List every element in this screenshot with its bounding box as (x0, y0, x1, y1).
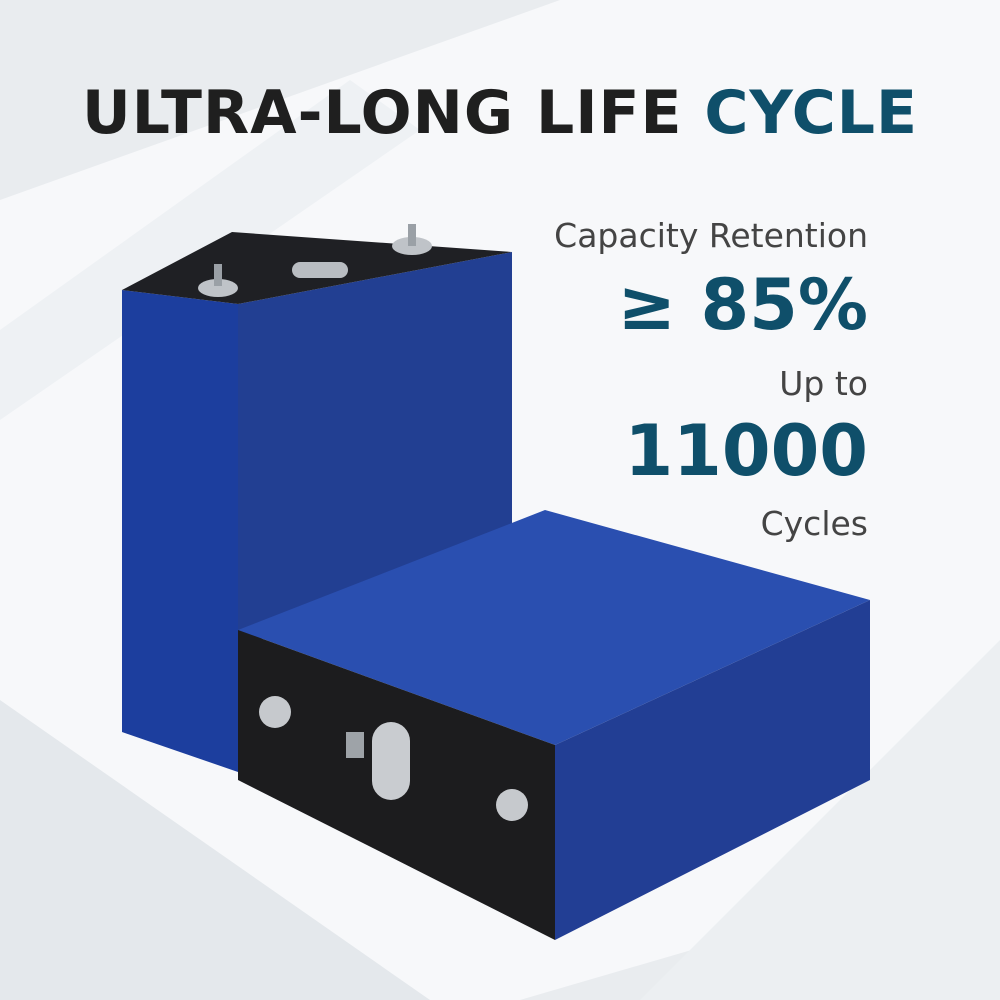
cycles-suffix: Cycles (760, 504, 868, 543)
terminal-icon (496, 789, 528, 821)
vent-icon (292, 262, 348, 278)
retention-label: Capacity Retention (554, 216, 868, 255)
terminal-bolt-icon (408, 224, 416, 246)
terminal-icon (198, 279, 238, 297)
tall-battery-cell (122, 224, 512, 772)
tall-battery-left-side (122, 290, 238, 772)
cycles-value: 11000 (624, 410, 868, 492)
retention-value: ≥ 85% (617, 264, 868, 346)
cycles-prefix: Up to (779, 364, 868, 403)
background-light-panel (0, 700, 430, 1000)
title-accent: CYCLE (704, 78, 918, 148)
page-title: ULTRA-LONG LIFE CYCLE (0, 78, 1000, 148)
terminal-bolt-icon (214, 264, 222, 286)
flat-battery-right-side (555, 600, 870, 940)
tall-battery-front (238, 252, 512, 640)
flat-battery-cell (238, 510, 870, 940)
terminal-icon (259, 696, 291, 728)
vent-icon (372, 722, 410, 800)
qr-code-icon (346, 732, 364, 758)
flat-battery-top (238, 510, 870, 745)
title-main: ULTRA-LONG LIFE (82, 78, 705, 148)
background-light-panel-right (640, 640, 1000, 1000)
